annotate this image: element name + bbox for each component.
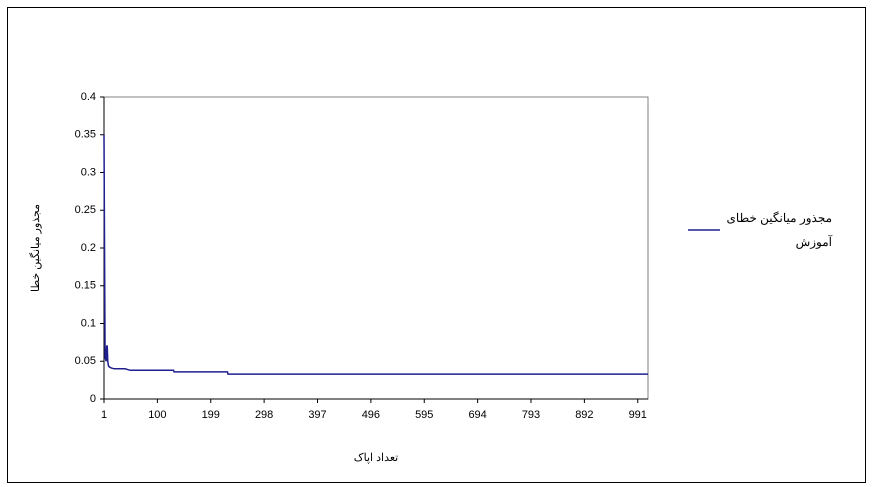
y-tick-label: 0	[90, 393, 96, 405]
y-tick-label: 0.1	[81, 317, 96, 329]
y-axis-label: مجذور میانگین خطا	[29, 204, 42, 292]
plot-area	[103, 96, 649, 400]
x-tick-label: 991	[629, 409, 647, 421]
y-tick-label: 0.3	[81, 166, 96, 178]
y-tick-label: 0.25	[75, 204, 96, 216]
y-tick-label: 0.15	[75, 280, 96, 292]
x-tick-label: 1	[101, 409, 107, 421]
x-axis-label: تعداد اپاک	[354, 452, 398, 464]
y-tick-label: 0.4	[81, 91, 96, 103]
y-tick-label: 0.2	[81, 242, 96, 254]
chart-border	[7, 7, 866, 483]
x-tick-label: 694	[468, 409, 486, 421]
x-tick-label: 397	[308, 409, 326, 421]
y-tick-label: 0.35	[75, 129, 96, 141]
x-tick-label: 892	[575, 409, 593, 421]
y-tick-label: 0.05	[75, 355, 96, 367]
x-tick-label: 199	[202, 409, 220, 421]
legend: مجذور میانگین خطای آموزش	[682, 206, 832, 254]
x-tick-label: 496	[362, 409, 380, 421]
legend-swatch	[688, 229, 720, 231]
x-tick-label: 100	[148, 409, 166, 421]
legend-label: مجذور میانگین خطای آموزش	[726, 211, 832, 249]
x-tick-label: 298	[255, 409, 273, 421]
data-line	[103, 134, 648, 375]
x-tick-label: 595	[415, 409, 433, 421]
x-tick-label: 793	[522, 409, 540, 421]
